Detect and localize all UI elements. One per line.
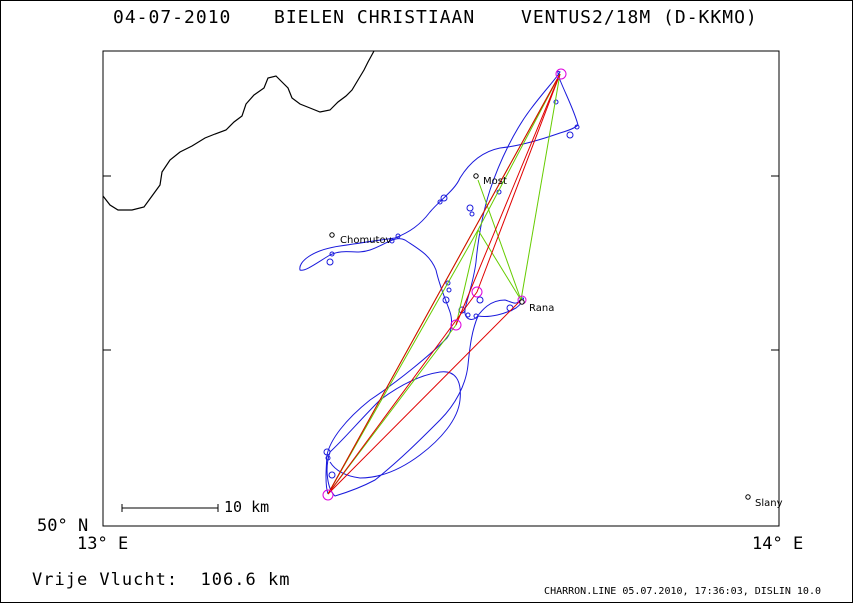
place-markers bbox=[329, 173, 751, 500]
flight-date: 04-07-2010 bbox=[113, 7, 232, 28]
pilot-name: BIELEN CHRISTIAAN bbox=[274, 7, 476, 28]
place-marker-rana bbox=[519, 299, 525, 305]
scale-label: 10 km bbox=[224, 498, 270, 516]
distance-label: Vrije Vlucht: bbox=[32, 570, 179, 590]
place-label-chomutov: Chomutov bbox=[340, 235, 392, 246]
flight-track bbox=[299, 70, 579, 497]
scale-bar bbox=[121, 504, 219, 512]
turnpoints bbox=[322, 68, 567, 501]
place-marker-most bbox=[473, 173, 479, 179]
distance-value: 106.6 km bbox=[200, 570, 291, 590]
place-label-slany: Slany bbox=[755, 498, 783, 509]
place-marker-slany bbox=[745, 494, 751, 500]
longitude-right-label: 14° E bbox=[752, 534, 804, 554]
place-label-rana: Rana bbox=[529, 303, 554, 314]
map-border bbox=[102, 50, 780, 527]
country-border bbox=[102, 50, 375, 211]
latitude-label: 50° N bbox=[37, 516, 89, 536]
place-marker-chomutov bbox=[329, 232, 335, 238]
axis-ticks bbox=[102, 175, 780, 526]
longitude-left-label: 13° E bbox=[77, 534, 129, 554]
thermal-circles bbox=[323, 99, 580, 479]
glider-name: VENTUS2/18M (D-KKMO) bbox=[521, 7, 758, 28]
optimized-legs bbox=[327, 73, 561, 495]
distance-summary: Vrije Vlucht: 106.6 km bbox=[32, 570, 290, 590]
credits: CHARRON.LINE 05.07.2010, 17:36:03, DISLI… bbox=[544, 586, 821, 597]
place-label-most: Most bbox=[483, 176, 507, 187]
